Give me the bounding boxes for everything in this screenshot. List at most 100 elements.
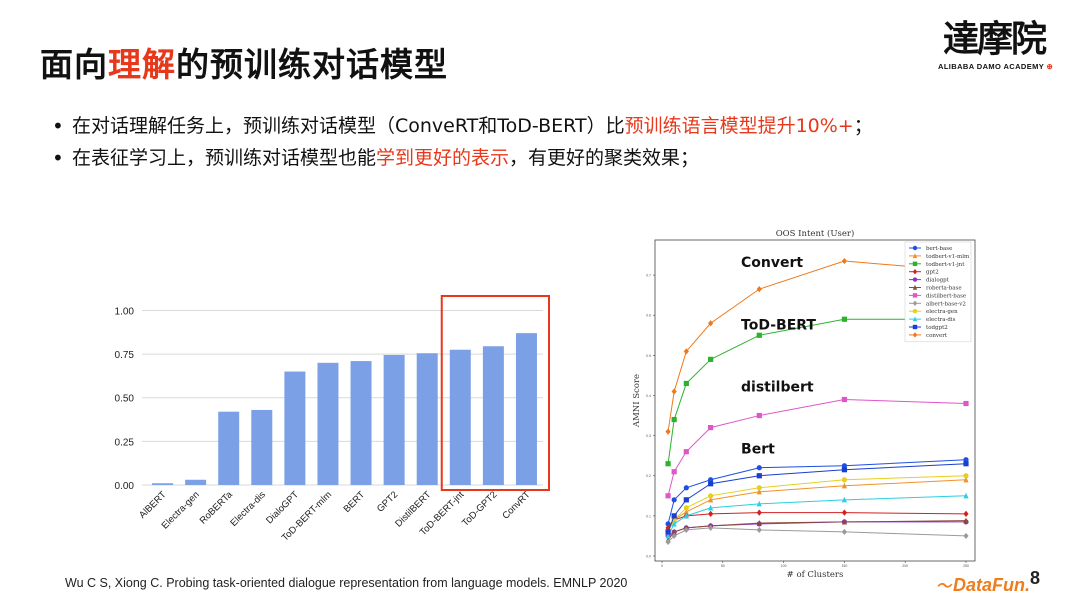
bar: [416, 353, 438, 485]
data-point: [912, 253, 918, 259]
y-tick-label: 0.6: [646, 314, 651, 318]
x-tick-label: 100: [781, 564, 787, 568]
logo-chinese: 達摩院: [942, 18, 1047, 60]
data-point: [683, 449, 689, 455]
legend-label: distilbert-base: [926, 293, 966, 299]
data-point: [963, 517, 969, 524]
y-axis-label: AMNI Score: [632, 374, 642, 428]
data-point: [665, 461, 671, 467]
data-point: [708, 320, 714, 327]
data-point: [683, 512, 689, 519]
bar: [284, 371, 306, 485]
slide-title: 面向理解的预训练对话模型: [40, 38, 448, 86]
data-point: [912, 293, 918, 298]
x-tick-label: 0: [661, 564, 663, 568]
chart-title: OOS Intent (User): [776, 228, 855, 239]
data-point: [671, 388, 677, 395]
data-point: [756, 488, 762, 495]
series-bert-base: [665, 457, 969, 527]
bullet-item: • 在对话理解任务上，预训练对话模型（ConveRT和ToD-BERT）比 预训练语…: [52, 110, 873, 142]
bar: [185, 479, 207, 485]
data-point: [708, 504, 714, 511]
logo-english: ALIBABA DAMO ACADEMY ⊕: [938, 62, 1053, 71]
data-point: [963, 473, 969, 479]
data-point: [756, 465, 762, 471]
y-tick-label: 0.50: [115, 394, 135, 405]
data-point: [708, 524, 714, 532]
legend-label: bert-base: [926, 246, 952, 252]
data-point: [963, 476, 969, 483]
line-chart: OOS Intent (User) 0.0 0.1 0.2 0.3 0.4 0.5 0.6 0.…: [632, 228, 976, 580]
bullet-list: • 在对话理解任务上，预训练对话模型（ConveRT和ToD-BERT）比 预训练语…: [52, 110, 873, 174]
bar-chart: 0.000.250.500.751.00AlBERTElectra-genRoB…: [115, 295, 550, 544]
data-point: [841, 518, 847, 525]
data-point: [756, 509, 762, 516]
x-axis-label: # of Clusters: [787, 570, 844, 580]
data-point: [756, 412, 762, 419]
x-tick-label: BERT: [342, 489, 368, 515]
annotation-label: Bert: [741, 442, 775, 458]
damo-academy-logo: 達摩院 ALIBABA DAMO ACADEMY ⊕: [938, 18, 1053, 71]
data-point: [756, 332, 762, 338]
x-tick-label: 50: [721, 564, 725, 568]
bullet-highlight-text: 学到更好的表示: [376, 147, 510, 169]
data-point: [841, 463, 847, 469]
bullet-item: • 在表征学习上，预训练对话模型也能 学到更好的表示 ，有更好的聚类效果；: [52, 142, 873, 174]
data-point: [708, 424, 714, 431]
data-point: [912, 332, 918, 338]
bar: [515, 333, 537, 485]
y-tick-label: 1.00: [115, 306, 135, 317]
bar: [383, 354, 405, 485]
data-point: [671, 469, 677, 475]
annotation-label: distilbert: [741, 379, 814, 395]
data-point: [708, 496, 714, 503]
bar: [449, 349, 471, 485]
data-point: [671, 520, 677, 527]
seal-icon: ⊕: [1046, 62, 1054, 71]
data-point: [671, 497, 677, 503]
data-point: [665, 532, 671, 539]
data-point: [841, 396, 847, 403]
data-point: [963, 532, 969, 540]
data-point: [756, 286, 762, 293]
data-point: [912, 269, 918, 275]
x-tick-label: ConvRT: [500, 489, 532, 521]
series-line: [667, 527, 967, 543]
title-highlight: 理解: [108, 45, 176, 84]
logo-english-text: ALIBABA DAMO ACADEMY: [938, 62, 1045, 71]
bullet-text: ；: [853, 115, 873, 137]
data-point: [841, 467, 847, 473]
legend-label: electra-dis: [926, 317, 956, 323]
data-point: [665, 493, 671, 499]
data-point: [708, 356, 714, 362]
bullet-text: 在表征学习上，预训练对话模型也能: [72, 147, 377, 169]
data-point: [841, 528, 847, 536]
data-point: [671, 513, 677, 519]
data-point: [963, 510, 969, 517]
series-line: [667, 520, 967, 541]
y-tick-label: 0.00: [115, 481, 135, 492]
y-tick-label: 0.3: [646, 434, 651, 438]
data-point: [912, 284, 918, 290]
data-point: [841, 482, 847, 489]
datafun-mark-icon: 〜: [936, 578, 952, 595]
x-tick-label: 150: [841, 564, 847, 568]
bullet-highlight-text: 预训练语言模型提升10%+: [624, 115, 854, 137]
y-tick-label: 0.25: [115, 437, 135, 448]
annotation-label: Convert: [741, 255, 803, 271]
data-point: [683, 508, 689, 515]
series-distilbert-base: [665, 396, 969, 499]
data-point: [671, 416, 677, 423]
data-point: [665, 524, 671, 532]
series-line: [667, 521, 966, 537]
legend-label: gpt2: [926, 270, 939, 276]
y-tick-label: 0.0: [646, 555, 651, 559]
data-point: [683, 485, 689, 491]
title-pre: 面向: [40, 45, 108, 84]
x-tick-label: AlBERT: [137, 489, 169, 521]
y-tick-label: 0.5: [646, 354, 651, 358]
datafun-text: DataFun.: [953, 575, 1031, 595]
legend-label: todgpt2: [926, 325, 948, 331]
bar: [317, 362, 339, 485]
bullet-marker: •: [52, 146, 64, 170]
